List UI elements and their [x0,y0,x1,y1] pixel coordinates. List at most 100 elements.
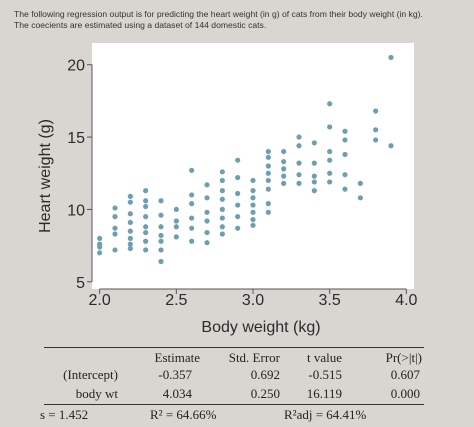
data-point [265,163,271,169]
data-point [158,212,164,218]
data-point [327,179,333,185]
data-point [311,173,317,179]
data-point [143,214,149,220]
data-point [311,188,317,194]
data-point [296,172,302,178]
data-point [250,209,256,215]
r-squared: R² = 64.66% [150,407,217,422]
data-point [219,196,225,202]
table-top-rule [44,347,424,348]
data-point [97,235,103,241]
data-point [97,241,103,247]
data-point [311,160,317,166]
y-tick-label: 15 [67,130,85,147]
data-point [219,188,225,194]
data-point [265,186,271,192]
data-point [373,137,379,143]
data-point [143,224,149,230]
data-point [388,54,394,61]
data-point [204,240,210,246]
header-t-value: t value [306,350,342,365]
intercept-std-error: 0.692 [250,367,280,382]
body-wt-t-value: 16.119 [306,386,342,401]
data-point [204,195,210,201]
data-point [357,195,363,201]
data-point [296,160,302,166]
regression-table: Estimate Std. Error t value Pr(>|t|) (In… [40,347,424,427]
data-point [235,225,241,231]
data-point [388,143,394,149]
data-point [281,159,287,165]
data-point [327,148,333,155]
data-point [235,190,241,197]
data-point [250,202,256,208]
data-point [112,247,118,253]
x-tick-label: 4.0 [395,292,417,309]
data-point [373,108,379,114]
body-wt-estimate: 4.034 [162,386,192,401]
data-point [204,209,210,215]
data-point [265,148,271,155]
data-point [327,170,333,176]
data-point [189,215,195,221]
row-term-body-wt: body wt [75,386,118,401]
data-point [219,206,225,213]
header-estimate: Estimate [154,350,201,365]
intercept-estimate: -0.357 [158,367,192,382]
data-point [127,235,133,241]
data-point [373,127,379,133]
data-point [112,214,118,220]
row-term-intercept: (Intercept) [63,367,118,382]
data-point [143,198,149,204]
data-point [127,193,133,199]
data-point [265,201,271,207]
problem-intro: The following regression output is for p… [14,9,466,31]
data-point [311,140,317,146]
data-point [112,231,118,237]
data-point [112,205,118,211]
data-point [219,169,225,175]
data-point [158,232,164,239]
data-point [357,180,363,186]
data-point [127,219,133,226]
data-point [143,203,149,210]
data-point [143,229,149,236]
data-point [189,167,195,173]
data-point [296,143,302,149]
intercept-p-value: 0.607 [390,367,420,382]
data-point [189,201,195,207]
data-point [235,157,241,163]
x-tick-label: 2.0 [89,292,111,309]
body-wt-p-value: 0.000 [390,386,420,401]
data-point [173,234,179,240]
data-point [311,179,317,185]
data-point [296,134,302,140]
data-point [97,250,103,256]
data-point [158,238,164,244]
data-point [342,128,348,134]
data-point [143,247,149,253]
data-point [158,198,164,204]
data-point [219,231,225,237]
data-point [281,180,287,186]
data-point [265,209,271,215]
y-axis-label: Heart weight (g) [37,119,54,233]
x-axis-label: Body weight (kg) [201,319,320,336]
plot-panel [92,43,414,289]
data-point [342,151,348,158]
data-point [127,211,133,217]
data-point [173,206,179,213]
data-point [189,192,195,198]
adjusted-r-squared: R²adj = 64.41% [284,407,367,422]
data-point [158,224,164,230]
data-point [250,188,256,194]
data-point [235,214,241,220]
header-std-error: Std. Error [228,350,280,365]
intro-line-1: The following regression output is for p… [14,9,423,19]
data-point [204,229,210,236]
data-point [219,215,225,221]
data-point [342,172,348,178]
x-tick-label: 2.5 [165,292,187,309]
table-mid-rule [44,404,424,405]
